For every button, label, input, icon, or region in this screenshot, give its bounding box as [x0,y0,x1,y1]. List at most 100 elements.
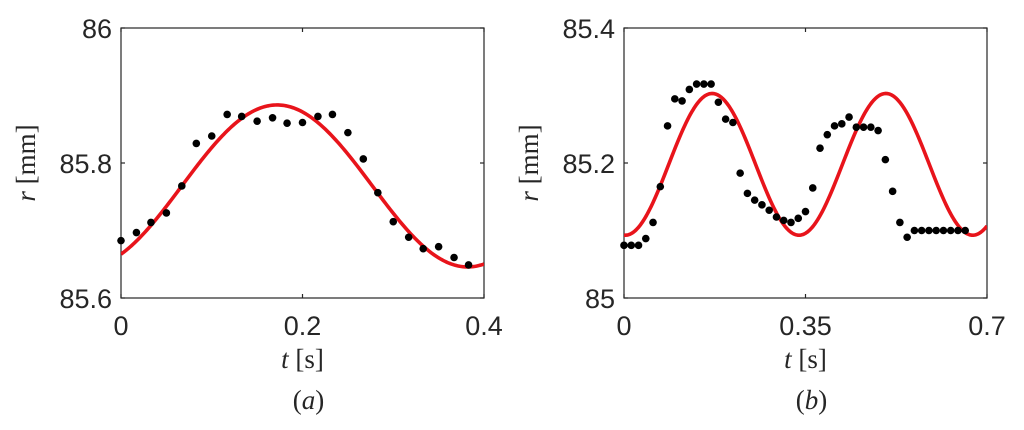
x-axis-unit: [s] [295,344,324,374]
data-point [359,155,368,163]
data-point [692,80,701,88]
data-point [253,117,261,125]
data-point [932,226,940,235]
data-point [434,242,443,251]
y-axis-variable: r [514,191,544,202]
panel-label-open: ( [293,385,302,415]
data-point [787,218,795,227]
data-point [721,115,730,123]
y-axis-variable: r [11,191,41,202]
y-axis-label: r [mm] [11,124,41,201]
data-point [641,234,650,243]
data-point [663,122,672,130]
x-tick-label: 0.35 [779,311,832,341]
x-axis-space [289,344,296,374]
data-point [374,188,382,197]
data-point [881,155,890,164]
data-point [162,209,171,217]
data-point [656,182,665,191]
chart-panel-1: 0 0.2 0.4 85.6 85.8 86 t [s] r [mm] (a) [11,14,503,415]
panel-label: (b) [796,385,828,415]
data-point [700,80,708,88]
data-point [344,128,352,137]
data-point [925,226,933,235]
x-tick-label: 0 [113,311,128,341]
data-point [627,241,636,250]
x-axis-unit: [s] [798,344,827,374]
data-point [910,226,919,235]
y-tick-label: 85.2 [562,149,615,179]
panel-label-close: ) [818,385,827,415]
data-point [283,119,291,127]
data-point [671,95,679,103]
data-point [314,112,322,121]
data-point [896,218,904,227]
data-point [678,97,686,105]
data-point [750,196,759,204]
y-axis-space [11,184,41,191]
data-point [620,241,628,250]
data-point [714,98,723,107]
chart-panel-2: 0 0.35 0.7 85 85.2 85.4 t [s] r [mm] (b) [514,14,1006,415]
data-point [450,253,458,262]
fit-curve [121,103,484,269]
data-point [729,118,737,127]
panel-label-letter: b [805,385,819,415]
fit-curve [624,91,987,238]
data-point [845,113,853,121]
data-point [867,123,875,132]
data-point [464,261,473,269]
data-point [794,214,803,223]
data-point [419,244,427,253]
data-point [939,226,948,235]
data-point [207,132,216,140]
data-point [736,169,744,177]
data-point [801,207,810,216]
data-point [830,122,839,130]
data-point [859,123,868,132]
panel-label-letter: a [302,385,316,415]
data-point [223,110,231,119]
y-axis-space [514,184,544,191]
x-axis-label: t [s] [784,344,827,374]
data-point [634,241,643,250]
data-point [192,139,201,148]
data-point [237,112,246,121]
data-point [816,144,824,152]
data-point [779,216,788,225]
data-point [147,218,155,227]
x-tick-label: 0.4 [465,311,503,341]
data-point [298,118,307,127]
data-point [888,187,897,196]
data-point [649,218,657,227]
x-tick-label: 0 [616,311,631,341]
x-tick-label: 0.7 [968,311,1006,341]
data-point [132,228,141,237]
data-point [389,217,398,226]
x-axis-variable: t [784,344,793,374]
data-point [743,189,752,198]
data-point [808,184,817,192]
panel-label-open: ( [796,385,805,415]
data-point [852,123,861,132]
y-axis-label: r [mm] [514,124,544,201]
plot-frame [120,27,485,299]
data-point [117,236,125,245]
y-axis-unit: [mm] [11,124,41,184]
data-point [178,182,186,190]
data-point [823,130,832,139]
y-tick-label: 85.6 [59,284,112,314]
data-point [758,201,766,209]
x-axis-label: t [s] [281,344,324,374]
x-tick-label: 0.2 [284,311,322,341]
y-tick-label: 85 [585,284,615,314]
data-point [268,113,277,122]
x-axis-space [792,344,799,374]
data-point [838,120,846,128]
y-tick-label: 85.4 [562,14,615,44]
data-point [685,85,694,94]
y-tick-label: 85.8 [59,149,112,179]
panel-label-close: ) [315,385,324,415]
data-point [874,126,882,135]
